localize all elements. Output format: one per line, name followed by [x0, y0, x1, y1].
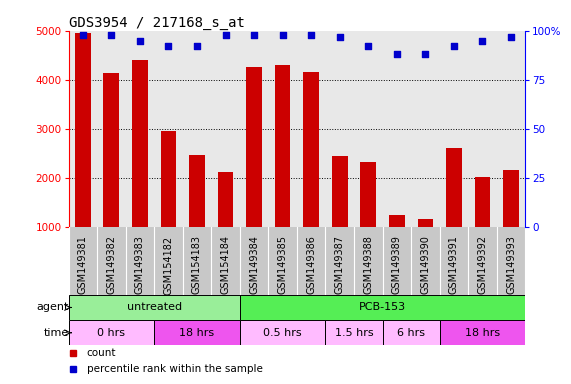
Text: 1.5 hrs: 1.5 hrs: [335, 328, 373, 338]
Bar: [75, 33, 91, 227]
Bar: [69, 320, 154, 346]
Bar: [389, 215, 405, 227]
Bar: [240, 295, 525, 320]
Text: agent: agent: [36, 303, 69, 313]
Text: GSM154184: GSM154184: [220, 235, 231, 295]
Point: [221, 31, 230, 38]
Text: 18 hrs: 18 hrs: [465, 328, 500, 338]
Bar: [189, 155, 205, 227]
Point: [107, 31, 116, 38]
Bar: [417, 218, 433, 227]
Text: GDS3954 / 217168_s_at: GDS3954 / 217168_s_at: [69, 16, 244, 30]
Point: [392, 51, 401, 57]
Text: GSM149392: GSM149392: [477, 235, 488, 295]
Bar: [154, 320, 240, 346]
Bar: [240, 320, 325, 346]
Bar: [218, 172, 234, 227]
Point: [421, 51, 430, 57]
Text: time: time: [43, 328, 69, 338]
Point: [164, 43, 173, 50]
Text: GSM149388: GSM149388: [363, 235, 373, 295]
Bar: [383, 320, 440, 346]
Point: [335, 33, 344, 40]
Bar: [475, 177, 490, 227]
Bar: [69, 295, 240, 320]
Bar: [503, 170, 519, 227]
Text: 6 hrs: 6 hrs: [397, 328, 425, 338]
Point: [78, 31, 87, 38]
Point: [449, 43, 459, 50]
Bar: [360, 162, 376, 227]
Text: GSM149389: GSM149389: [392, 235, 402, 295]
Bar: [332, 156, 348, 227]
Text: GSM149386: GSM149386: [306, 235, 316, 295]
Text: GSM149385: GSM149385: [278, 235, 288, 295]
Text: 0 hrs: 0 hrs: [97, 328, 126, 338]
Text: PCB-153: PCB-153: [359, 303, 406, 313]
Bar: [246, 67, 262, 227]
Text: GSM149393: GSM149393: [506, 235, 516, 295]
Bar: [132, 60, 148, 227]
Bar: [303, 72, 319, 227]
Text: 18 hrs: 18 hrs: [179, 328, 215, 338]
Text: GSM154183: GSM154183: [192, 235, 202, 295]
Text: GSM149383: GSM149383: [135, 235, 145, 295]
Text: untreated: untreated: [127, 303, 182, 313]
Point: [364, 43, 373, 50]
Point: [278, 31, 287, 38]
Point: [135, 38, 144, 44]
Bar: [275, 65, 291, 227]
Text: GSM149390: GSM149390: [420, 235, 431, 295]
Point: [506, 33, 516, 40]
Point: [478, 38, 487, 44]
Bar: [103, 73, 119, 227]
Text: GSM149381: GSM149381: [78, 235, 88, 295]
Text: 0.5 hrs: 0.5 hrs: [263, 328, 302, 338]
Point: [192, 43, 202, 50]
Text: count: count: [87, 348, 116, 358]
Text: GSM149384: GSM149384: [249, 235, 259, 295]
Text: GSM149382: GSM149382: [106, 235, 116, 295]
Bar: [446, 148, 462, 227]
Point: [250, 31, 259, 38]
Bar: [160, 131, 176, 227]
Text: GSM154182: GSM154182: [163, 235, 174, 295]
Text: percentile rank within the sample: percentile rank within the sample: [87, 364, 263, 374]
Point: [307, 31, 316, 38]
Text: GSM149391: GSM149391: [449, 235, 459, 295]
Bar: [440, 320, 525, 346]
Bar: [325, 320, 383, 346]
Text: GSM149387: GSM149387: [335, 235, 345, 295]
